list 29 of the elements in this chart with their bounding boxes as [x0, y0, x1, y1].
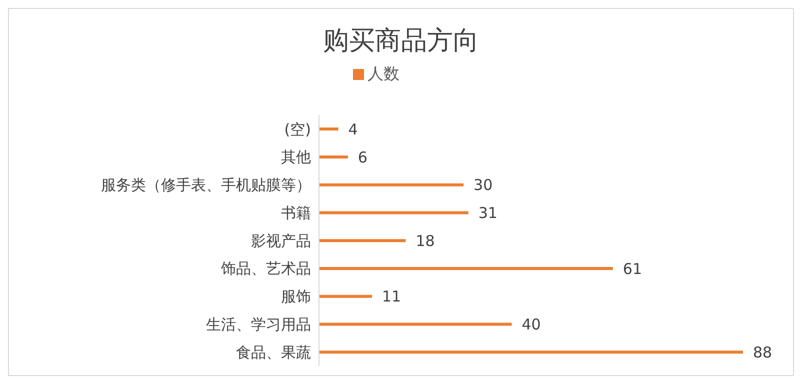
bar: [319, 155, 348, 158]
bar: [319, 266, 613, 270]
data-label: 30: [474, 176, 493, 194]
data-label: 88: [753, 343, 772, 362]
bar: [319, 183, 464, 186]
y-tick-label: 生活、学习用品: [206, 315, 311, 334]
bar: [319, 322, 512, 326]
data-label: 6: [358, 148, 368, 166]
y-tick-label: 饰品、艺术品: [220, 260, 311, 278]
data-label: 4: [348, 120, 358, 138]
y-tick-label: (空): [284, 120, 311, 138]
bar: [319, 294, 372, 298]
bar: [319, 239, 406, 242]
bar: [319, 350, 743, 354]
data-label: 31: [478, 204, 498, 222]
bar: [319, 128, 338, 131]
data-label: 11: [382, 288, 402, 306]
y-tick-label: 其他: [281, 148, 311, 166]
data-label: 18: [416, 232, 435, 250]
y-tick-label: 服务类（修手表、手机贴膜等）: [101, 176, 311, 194]
bar: [319, 211, 468, 214]
data-label: 61: [622, 260, 642, 278]
y-tick-label: 服饰: [281, 288, 311, 306]
legend-label: 人数: [368, 64, 400, 83]
y-tick-label: 书籍: [281, 204, 311, 222]
y-tick-label: 食品、果蔬: [236, 343, 311, 362]
data-label: 40: [522, 316, 541, 334]
chart-title: 购买商品方向: [322, 25, 480, 58]
y-tick-label: 影视产品: [251, 232, 311, 250]
